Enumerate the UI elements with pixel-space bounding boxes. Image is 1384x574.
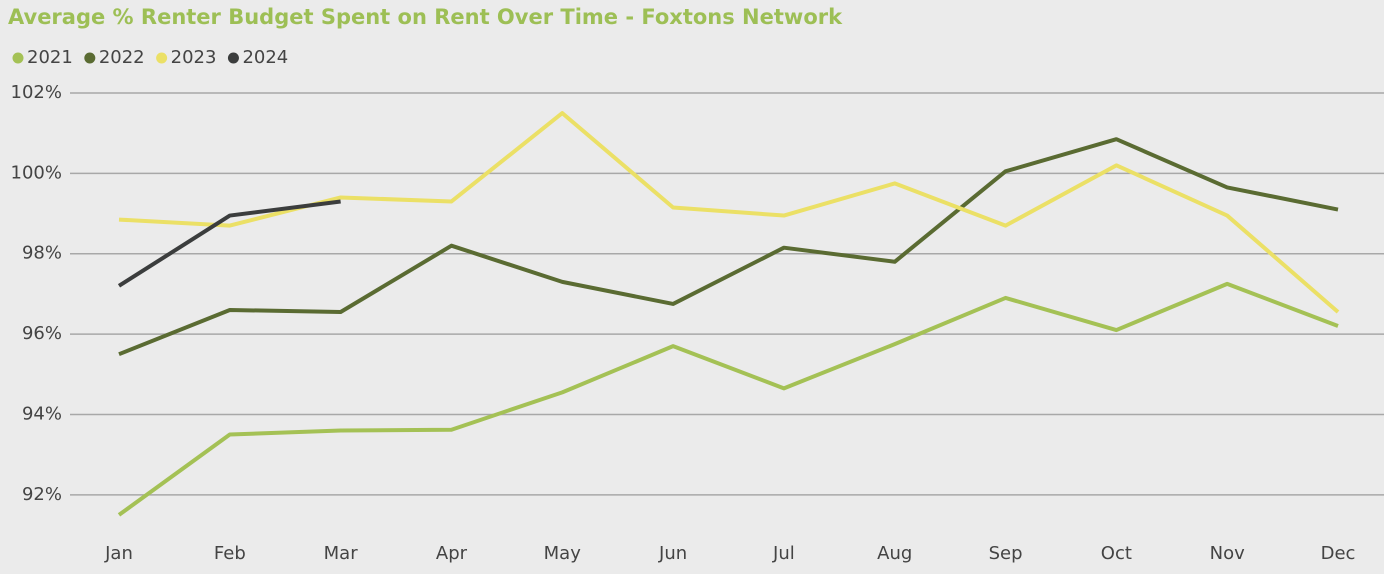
- y-tick-label: 102%: [11, 82, 62, 103]
- series-line: [117, 281, 1339, 517]
- legend-marker: [12, 52, 24, 64]
- legend-marker: [156, 52, 168, 64]
- legend-label: 2023: [171, 47, 217, 68]
- x-tick-label: Sep: [989, 543, 1023, 564]
- series-line: [118, 137, 1339, 357]
- x-tick-label: Jan: [104, 543, 133, 564]
- legend-label: 2022: [99, 47, 145, 68]
- x-tick-label: Oct: [1101, 543, 1132, 564]
- y-tick-label: 98%: [22, 243, 62, 264]
- x-tick-label: Aug: [877, 543, 912, 564]
- y-tick-label: 94%: [22, 403, 62, 424]
- y-tick-label: 92%: [22, 484, 62, 505]
- x-tick-label: Dec: [1321, 543, 1356, 564]
- chart-title: Average % Renter Budget Spent on Rent Ov…: [8, 5, 843, 29]
- legend-label: 2021: [27, 47, 73, 68]
- x-tick-label: May: [544, 543, 582, 564]
- x-tick-label: Feb: [214, 543, 246, 564]
- y-tick-label: 100%: [11, 162, 62, 183]
- x-tick-label: Mar: [324, 543, 359, 564]
- series-line: [117, 199, 341, 288]
- x-tick-label: Apr: [436, 543, 468, 564]
- x-tick-label: Jul: [772, 543, 795, 564]
- x-tick-label: Jun: [658, 543, 687, 564]
- y-tick-label: 96%: [22, 323, 62, 344]
- legend-label: 2024: [242, 47, 288, 68]
- x-tick-label: Nov: [1210, 543, 1245, 564]
- legend-marker: [84, 52, 96, 64]
- legend-marker: [227, 52, 239, 64]
